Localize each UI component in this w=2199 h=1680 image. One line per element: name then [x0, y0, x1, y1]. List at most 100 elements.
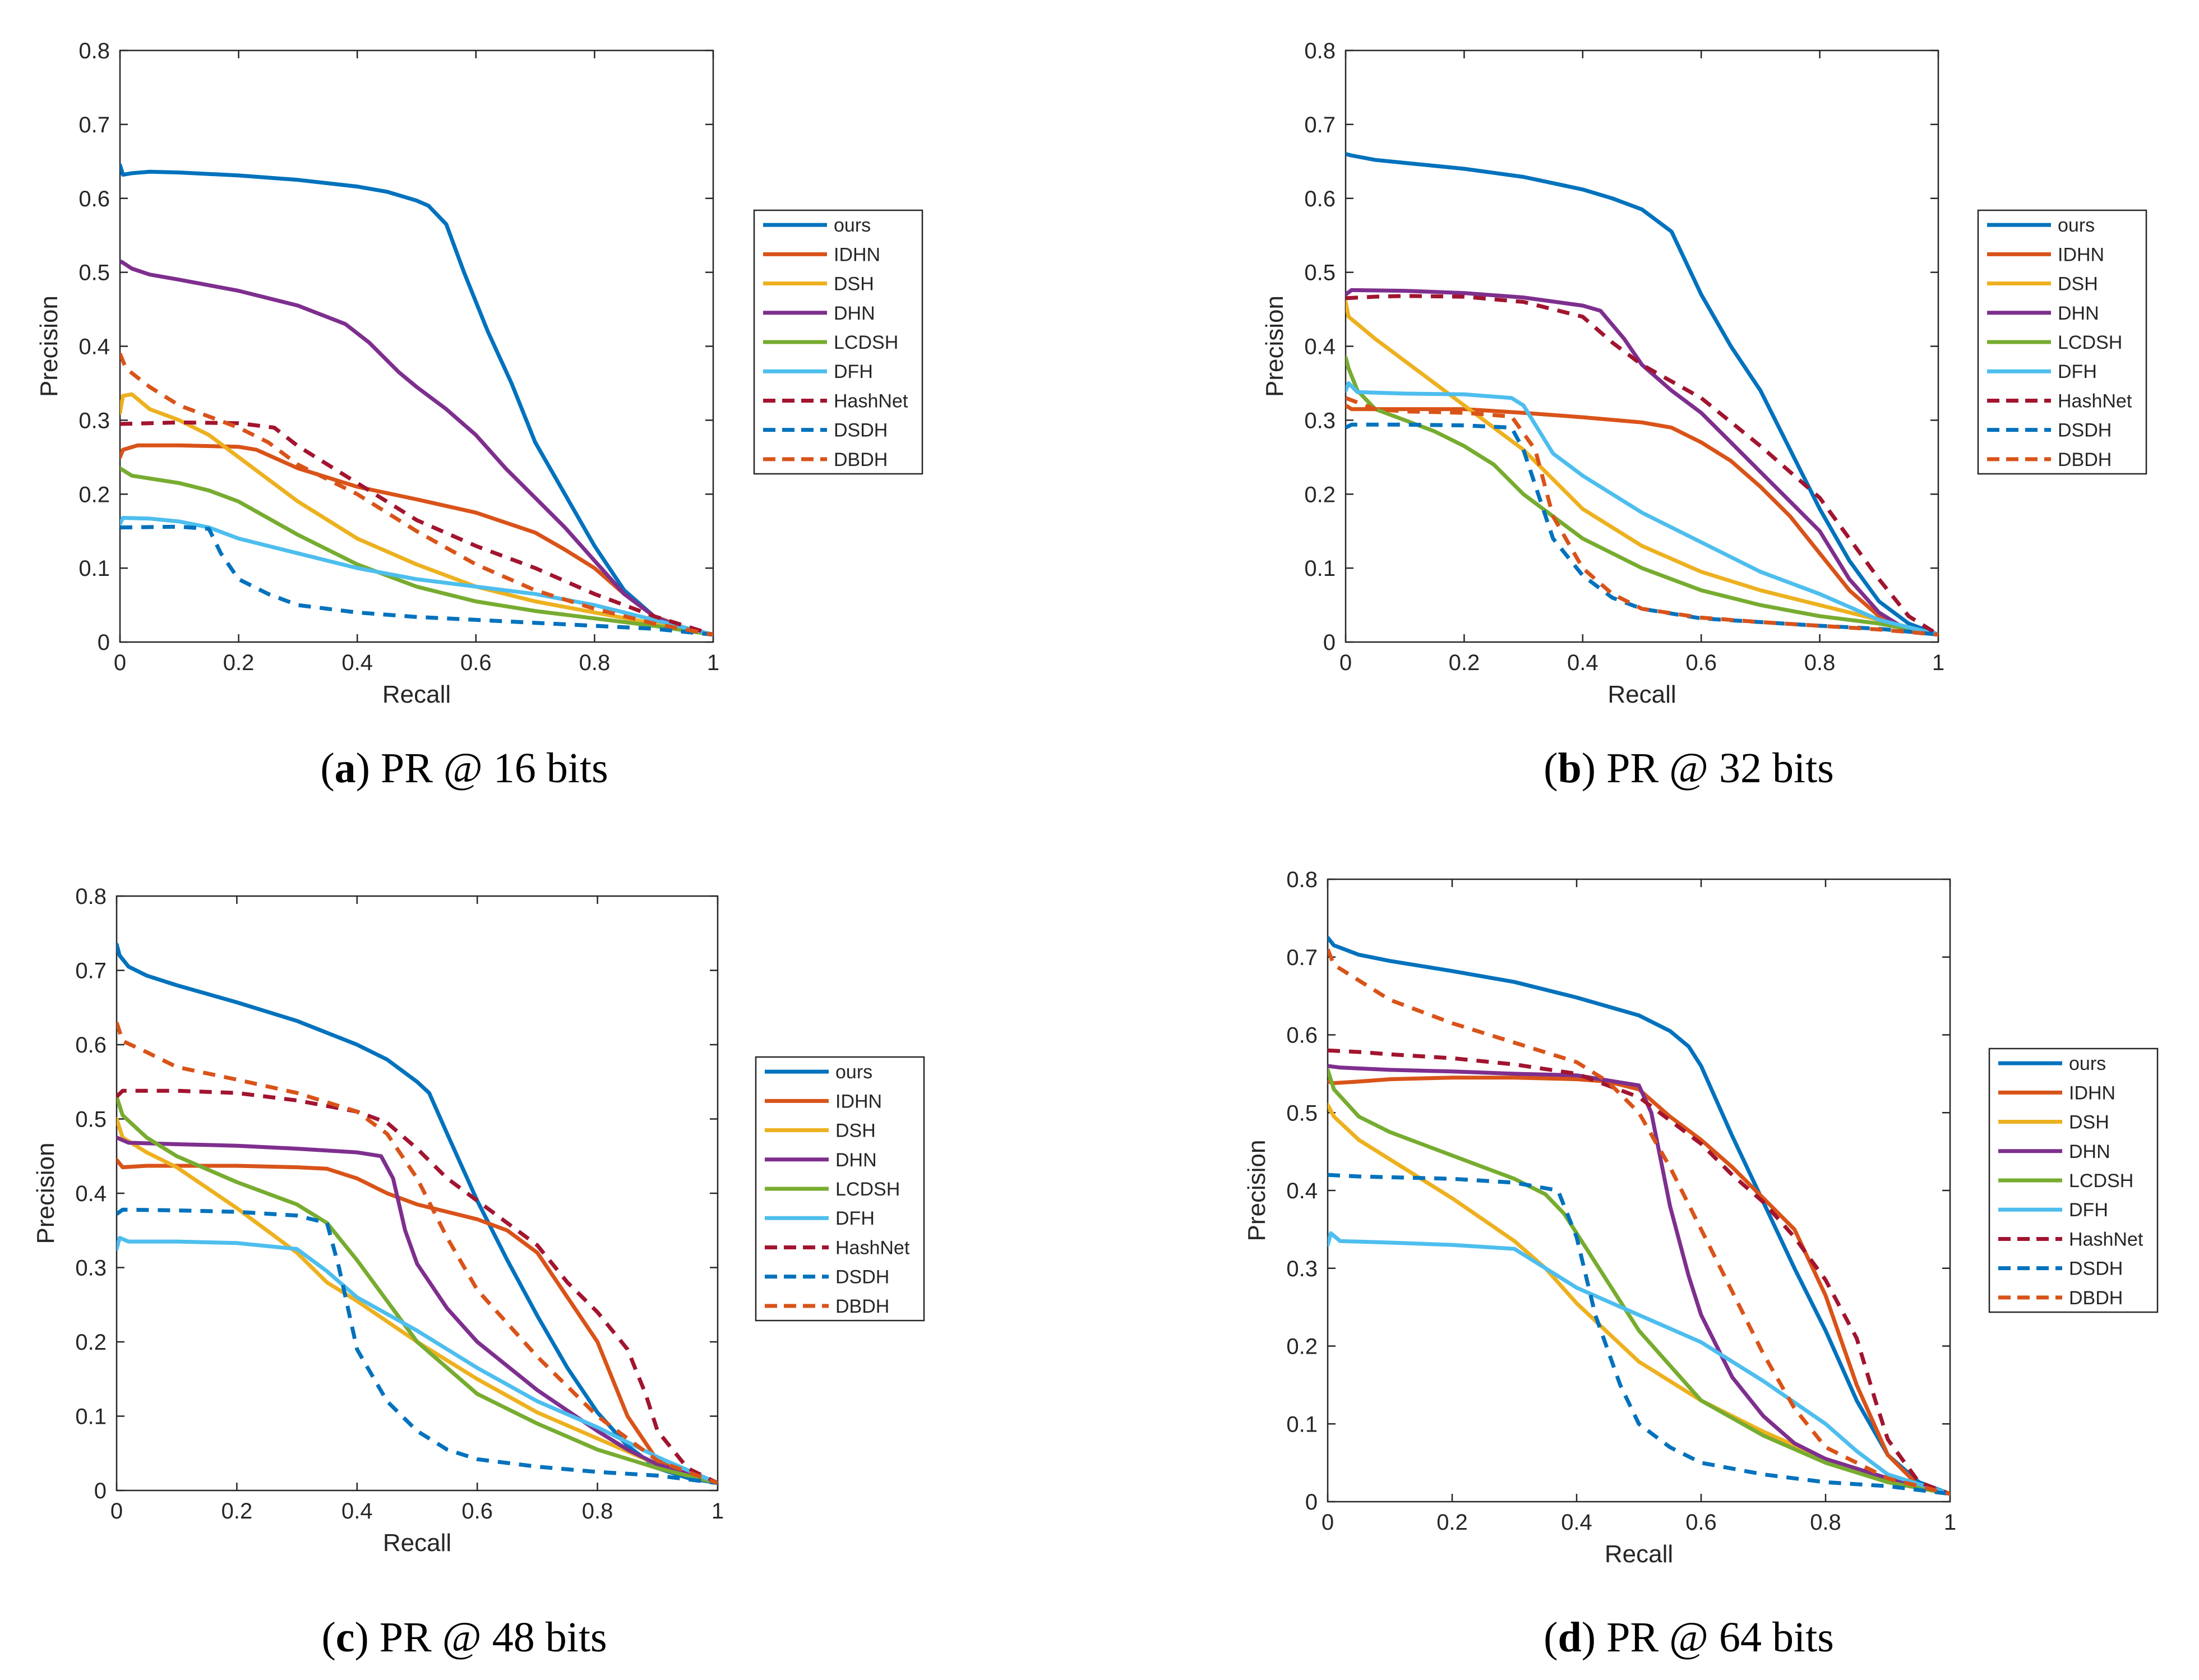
- x-tick-label: 0: [110, 1499, 123, 1524]
- legend-label-lcdsh: LCDSH: [2069, 1170, 2133, 1192]
- series-line-lcdsh: [1346, 355, 1938, 637]
- x-tick-label: 0: [114, 650, 126, 675]
- series-line-hashnet: [120, 420, 713, 637]
- panel-caption: (c) PR @ 48 bits: [321, 1614, 607, 1661]
- x-tick-label: 0.6: [1685, 650, 1717, 675]
- panel-caption: (b) PR @ 32 bits: [1544, 745, 1834, 792]
- legend-label-dsdh: DSDH: [2069, 1258, 2123, 1280]
- y-tick-label: 0.6: [75, 1033, 107, 1058]
- y-tick-label: 0.7: [1304, 113, 1336, 137]
- legend-label-dsh: DSH: [2069, 1112, 2109, 1133]
- series-line-dsdh: [1346, 422, 1938, 637]
- legend-label-dhn: DHN: [2069, 1141, 2110, 1162]
- legend-label-dfh: DFH: [834, 361, 873, 382]
- y-tick-label: 0.4: [1304, 335, 1336, 359]
- legend-label-hashnet: HashNet: [2058, 390, 2132, 412]
- legend-label-dbdh: DBDH: [835, 1296, 889, 1317]
- series-line-dhn: [1346, 288, 1938, 637]
- x-axis-label: Recall: [382, 681, 451, 708]
- series-lines: [1328, 935, 1950, 1496]
- legend-label-dsh: DSH: [835, 1120, 876, 1142]
- legend-label-lcdsh: LCDSH: [835, 1179, 900, 1200]
- y-tick-label: 0.3: [75, 1256, 107, 1281]
- series-line-idhn: [1346, 403, 1938, 637]
- y-tick-label: 0: [94, 1479, 107, 1503]
- y-tick-label: 0.4: [1286, 1179, 1318, 1203]
- x-tick-label: 0.2: [1449, 650, 1480, 675]
- y-tick-label: 0.5: [1286, 1101, 1318, 1125]
- legend-label-dfh: DFH: [2069, 1199, 2108, 1221]
- x-tick-label: 0.2: [221, 1499, 253, 1524]
- plot-area: [1345, 49, 1939, 643]
- y-tick-label: 0.4: [78, 335, 110, 359]
- legend-label-dbdh: DBDH: [2058, 449, 2112, 470]
- plot-area: [119, 49, 714, 643]
- x-tick-label: 0.4: [1561, 1510, 1592, 1535]
- y-tick-label: 0.5: [1304, 261, 1336, 285]
- legend-label-idhn: IDHN: [834, 244, 880, 265]
- series-line-dsdh: [1328, 1173, 1950, 1496]
- series-line-dsdh: [120, 524, 713, 637]
- legend-label-dhn: DHN: [835, 1150, 877, 1171]
- legend-label-ours: ours: [2058, 215, 2095, 236]
- chart-panel-a: 0 0.2 0.4 0.6 0.8 1 0 0.1 0.2 0.3 0.4 0.5 0.6 0.7 0.8 R…: [35, 39, 923, 792]
- y-tick-label: 0.1: [1286, 1412, 1318, 1437]
- x-tick-label: 0.2: [223, 650, 255, 675]
- x-axis-label: Recall: [1605, 1540, 1673, 1568]
- y-tick-label: 0.5: [75, 1107, 107, 1132]
- series-line-ours: [1328, 935, 1950, 1496]
- y-tick-label: 0.6: [1304, 187, 1336, 211]
- legend-label-idhn: IDHN: [2069, 1082, 2115, 1104]
- y-axis-label: Precision: [35, 296, 63, 397]
- series-line-dfh: [1328, 1231, 1950, 1496]
- legend-label-hashnet: HashNet: [834, 390, 908, 412]
- y-tick-label: 0.2: [1304, 482, 1336, 507]
- legend-label-lcdsh: LCDSH: [2058, 332, 2122, 353]
- x-tick-label: 0: [1339, 650, 1352, 675]
- series-lines: [120, 163, 713, 637]
- x-axis-label: Recall: [383, 1529, 451, 1557]
- legend-label-ours: ours: [2069, 1053, 2106, 1074]
- y-tick-label: 0.4: [75, 1181, 107, 1206]
- series-line-dsh: [117, 1117, 718, 1485]
- x-tick-label: 0.8: [1810, 1510, 1841, 1535]
- legend: ours IDHN DSH DHN LCDSH DFH HashNet DSDH DBDH: [753, 209, 923, 475]
- series-line-ours: [120, 163, 713, 637]
- y-tick-label: 0: [98, 630, 110, 655]
- x-tick-label: 0.8: [582, 1499, 613, 1524]
- legend-label-dsdh: DSDH: [835, 1267, 889, 1288]
- y-tick-label: 0.1: [75, 1405, 107, 1429]
- x-tick-label: 0.8: [579, 650, 611, 675]
- series-line-dhn: [1328, 1064, 1950, 1496]
- y-tick-label: 0: [1305, 1490, 1318, 1515]
- legend-label-dsh: DSH: [2058, 274, 2098, 295]
- y-tick-label: 0.7: [1286, 945, 1318, 970]
- legend-label-hashnet: HashNet: [2069, 1229, 2143, 1250]
- series-line-ours: [117, 942, 718, 1485]
- series-line-dbdh: [117, 1022, 718, 1485]
- legend-label-dfh: DFH: [835, 1208, 875, 1229]
- legend: ours IDHN DSH DHN LCDSH DFH HashNet DSDH DBDH: [1977, 209, 2147, 475]
- legend-label-idhn: IDHN: [835, 1091, 882, 1112]
- y-tick-label: 0.8: [78, 39, 110, 63]
- x-tick-label: 1: [712, 1499, 724, 1524]
- x-tick-label: 0.2: [1436, 1510, 1468, 1535]
- x-tick-label: 0: [1322, 1510, 1334, 1535]
- x-tick-label: 1: [707, 650, 719, 675]
- series-line-dhn: [120, 259, 713, 637]
- x-tick-label: 0.6: [460, 650, 492, 675]
- panel-caption: (d) PR @ 64 bits: [1544, 1614, 1834, 1661]
- y-tick-label: 0.1: [1304, 556, 1336, 581]
- plot-area: [116, 895, 719, 1492]
- legend-label-dsdh: DSDH: [834, 420, 888, 441]
- series-line-hashnet: [1346, 294, 1938, 636]
- panel-caption: (a) PR @ 16 bits: [320, 745, 608, 792]
- series-line-lcdsh: [117, 1095, 718, 1485]
- legend-label-dhn: DHN: [834, 303, 875, 324]
- legend-label-idhn: IDHN: [2058, 244, 2104, 265]
- series-line-dfh: [120, 516, 713, 637]
- series-lines: [1346, 152, 1938, 637]
- series-line-dbdh: [1328, 948, 1950, 1496]
- legend-label-lcdsh: LCDSH: [834, 332, 898, 353]
- chart-panel-c: 0 0.2 0.4 0.6 0.8 1 0 0.1 0.2 0.3 0.4 0.5 0.6 0.7 0.8 R…: [32, 884, 925, 1661]
